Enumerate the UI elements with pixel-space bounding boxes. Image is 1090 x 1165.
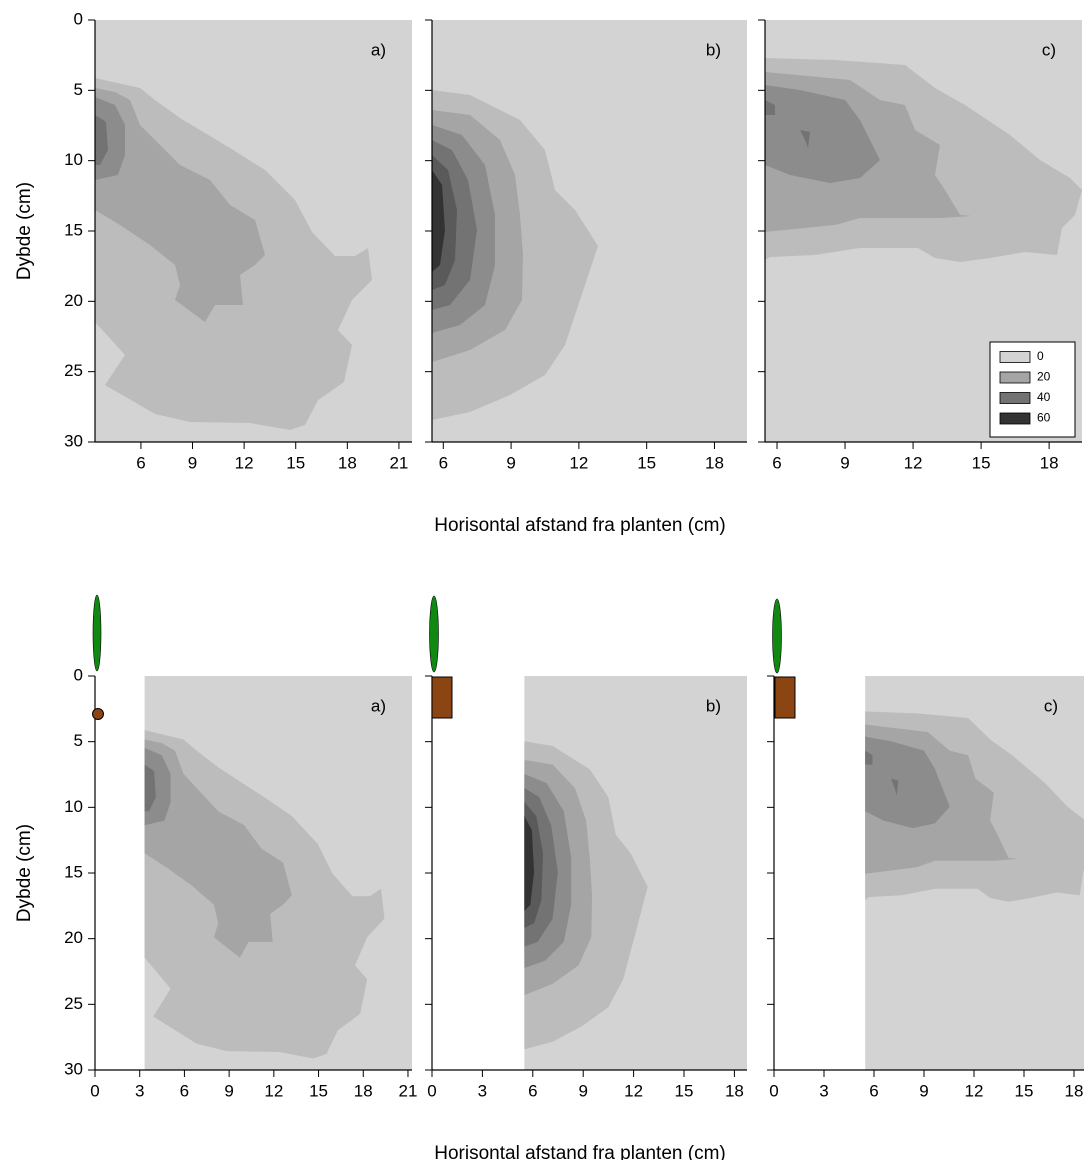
x-tick-label: 9 <box>919 1081 928 1100</box>
legend-label: 60 <box>1037 411 1051 425</box>
panel-label: b) <box>706 40 721 59</box>
legend-label: 0 <box>1037 349 1044 363</box>
x-tick-label: 0 <box>769 1081 778 1100</box>
x-tick-label: 6 <box>869 1081 878 1100</box>
x-tick-label: 6 <box>772 453 781 472</box>
y-tick-label: 0 <box>74 665 83 684</box>
x-tick-label: 9 <box>224 1081 233 1100</box>
legend-label: 20 <box>1037 370 1051 384</box>
fertilizer-band <box>431 676 453 719</box>
x-tick-label: 12 <box>264 1081 283 1100</box>
y-tick-label: 10 <box>64 797 83 816</box>
x-tick-label: 3 <box>478 1081 487 1100</box>
plot-area <box>865 676 1084 1070</box>
legend-swatch <box>999 351 1031 363</box>
y-tick-label: 0 <box>74 9 83 28</box>
contour-field <box>865 676 1084 1070</box>
x-tick-label: 6 <box>136 453 145 472</box>
x-tick-label: 9 <box>578 1081 587 1100</box>
x-tick-label: 6 <box>528 1081 537 1100</box>
legend: 0 20 40 60 <box>989 341 1076 438</box>
x-tick-label: 18 <box>705 453 724 472</box>
x-tick-label: 18 <box>1065 1081 1084 1100</box>
plot-area <box>524 676 747 1070</box>
plant <box>429 595 439 673</box>
x-tick-label: 9 <box>188 453 197 472</box>
y-tick-label: 15 <box>64 862 83 881</box>
x-tick-label: 15 <box>637 453 656 472</box>
x-tick-label: 18 <box>338 453 357 472</box>
x-tick-label: 15 <box>972 453 991 472</box>
x-tick-label: 15 <box>1015 1081 1034 1100</box>
x-tick-label: 9 <box>506 453 515 472</box>
x-tick-label: 12 <box>235 453 254 472</box>
x-tick-label: 18 <box>354 1081 373 1100</box>
x-tick-label: 6 <box>180 1081 189 1100</box>
panel-label: a) <box>371 696 386 715</box>
legend-swatch <box>999 371 1031 384</box>
legend-swatch <box>999 392 1031 404</box>
panel-label: c) <box>1042 40 1056 59</box>
y-axis-title: Dybde (cm) <box>14 824 35 922</box>
y-tick-label: 10 <box>64 150 83 169</box>
fertilizer-point <box>92 708 104 720</box>
legend-label: 40 <box>1037 390 1051 404</box>
x-tick-label: 6 <box>439 453 448 472</box>
plant <box>92 594 102 672</box>
plant-icons <box>92 594 782 674</box>
y-tick-label: 30 <box>64 431 83 450</box>
y-tick-label: 25 <box>64 994 83 1013</box>
x-tick-label: 3 <box>819 1081 828 1100</box>
x-tick-label: 15 <box>286 453 305 472</box>
y-tick-label: 5 <box>74 80 83 99</box>
x-tick-label: 21 <box>399 1081 418 1100</box>
x-tick-label: 0 <box>427 1081 436 1100</box>
y-tick-label: 30 <box>64 1059 83 1078</box>
panel-label: a) <box>371 40 386 59</box>
x-tick-label: 0 <box>90 1081 99 1100</box>
y-tick-label: 20 <box>64 928 83 947</box>
x-tick-label: 15 <box>675 1081 694 1100</box>
fertilizer-band <box>774 676 796 719</box>
x-tick-label: 18 <box>725 1081 744 1100</box>
x-axis-title: Horisontal afstand fra planten (cm) <box>434 1143 725 1160</box>
y-tick-label: 20 <box>64 291 83 310</box>
x-tick-label: 12 <box>904 453 923 472</box>
y-tick-label: 25 <box>64 361 83 380</box>
x-tick-label: 15 <box>309 1081 328 1100</box>
x-tick-label: 12 <box>569 453 588 472</box>
y-tick-label: 5 <box>74 731 83 750</box>
contour-field <box>144 676 412 1070</box>
legend-swatch <box>999 412 1031 425</box>
plant <box>772 598 782 674</box>
contour-field <box>524 676 747 1070</box>
panel-label: b) <box>706 696 721 715</box>
x-tick-label: 12 <box>624 1081 643 1100</box>
x-axis-title: Horisontal afstand fra planten (cm) <box>434 515 725 536</box>
y-tick-label: 15 <box>64 220 83 239</box>
x-tick-label: 21 <box>389 453 408 472</box>
x-tick-label: 3 <box>135 1081 144 1100</box>
panel-label: c) <box>1044 696 1058 715</box>
x-tick-label: 12 <box>965 1081 984 1100</box>
x-tick-label: 9 <box>840 453 849 472</box>
plot-area <box>144 676 412 1070</box>
x-tick-label: 18 <box>1040 453 1059 472</box>
y-axis-title: Dybde (cm) <box>14 182 35 280</box>
